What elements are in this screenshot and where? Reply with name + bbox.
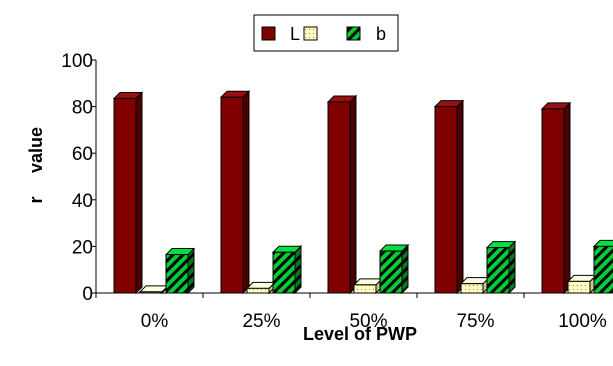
legend-item-1: L	[261, 24, 300, 44]
y-ticks: 0 20 40 60 80 100	[61, 51, 96, 305]
y-tick-label: 60	[72, 144, 93, 165]
bar-side	[456, 99, 464, 295]
bar-3-100%	[592, 239, 613, 294]
legend-label-1: L	[290, 24, 300, 44]
bar-2-50%	[352, 277, 384, 295]
bar-3-25%	[271, 245, 303, 295]
bar-front	[272, 251, 296, 294]
bar-front	[353, 284, 377, 294]
x-tick-label: 100%	[558, 311, 607, 332]
bar-side	[187, 247, 195, 295]
bar-1-75%	[433, 99, 465, 295]
x-tick-label: 0%	[141, 311, 169, 332]
bar-front	[220, 96, 244, 294]
bar-2-100%	[566, 274, 598, 295]
bar-top	[592, 239, 613, 247]
x-tick-label: 50%	[349, 311, 387, 332]
legend-swatch-3	[346, 26, 361, 41]
bar-2-75%	[459, 276, 491, 295]
bar-front	[379, 250, 403, 294]
bars	[112, 90, 613, 295]
bar-3-50%	[378, 243, 410, 295]
bar-1-0%	[112, 91, 144, 295]
legend: L b	[253, 14, 399, 52]
bar-side	[294, 245, 302, 295]
bar-front	[139, 291, 163, 294]
x-ticks: 0% 25% 50% 75% 100%	[95, 293, 607, 332]
y-axis-title-prefix: r	[26, 196, 46, 203]
bar-front	[113, 97, 137, 294]
y-axis-title: value	[26, 127, 46, 173]
bar-2-25%	[245, 281, 277, 295]
bar-front	[460, 283, 484, 294]
bar-3-0%	[164, 247, 196, 295]
legend-item-3: b	[346, 24, 386, 44]
y-tick-label: 40	[72, 191, 93, 212]
bar-front	[541, 108, 565, 294]
bar-front	[434, 106, 458, 294]
legend-swatch-1	[261, 26, 276, 41]
y-tick-label: 100	[61, 51, 93, 72]
bar-front	[246, 287, 270, 294]
y-tick-label: 0	[82, 284, 93, 305]
legend-label-3: b	[376, 24, 386, 44]
x-axis-title: Level of PWP	[303, 324, 417, 344]
bar-side	[563, 101, 571, 295]
bar-front	[593, 245, 613, 294]
bar-side	[135, 91, 143, 295]
bar-3-75%	[485, 240, 517, 295]
bar-1-50%	[326, 94, 358, 295]
bar-1-25%	[219, 90, 251, 295]
bar-front	[327, 101, 351, 294]
bar-1-100%	[540, 101, 572, 295]
bar-2-0%	[138, 284, 170, 295]
legend-frame	[253, 14, 399, 52]
y-tick-label: 20	[72, 237, 93, 258]
bar-front	[486, 247, 510, 294]
legend-swatch-2	[303, 26, 318, 41]
bar-front	[567, 280, 591, 294]
x-tick-label: 75%	[456, 311, 494, 332]
bar-side	[508, 240, 516, 295]
bar-side	[401, 243, 409, 295]
bar-side	[242, 90, 250, 295]
y-tick-label: 80	[72, 98, 93, 119]
x-tick-label: 25%	[242, 311, 280, 332]
legend-item-2	[303, 26, 318, 41]
bar-front	[165, 254, 189, 294]
bar-side	[349, 94, 357, 295]
